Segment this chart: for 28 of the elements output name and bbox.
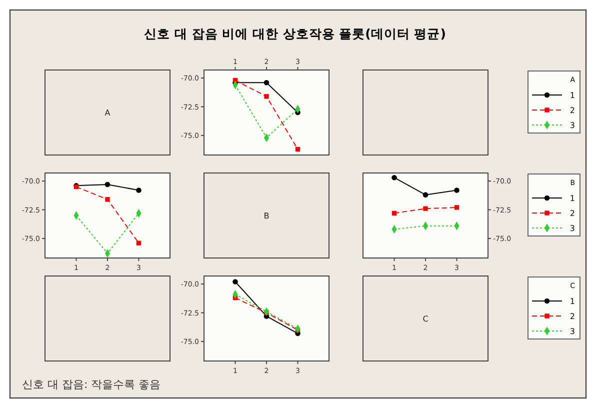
legend-label: 2 (570, 209, 575, 218)
text: A (104, 108, 111, 118)
point (105, 197, 110, 202)
point (392, 210, 397, 216)
legend-label: 1 (570, 194, 575, 203)
legend-label: 1 (570, 91, 575, 100)
point (295, 146, 300, 152)
point (232, 279, 238, 284)
legend-label: 3 (570, 327, 575, 336)
point (392, 174, 397, 180)
legend-label: 2 (570, 312, 575, 321)
point (136, 188, 142, 193)
point (264, 80, 270, 86)
text: C (422, 314, 429, 324)
point (104, 182, 110, 188)
point (136, 240, 142, 246)
legend-label: 1 (570, 297, 575, 306)
point (264, 94, 269, 99)
legend-label: 3 (570, 224, 575, 233)
text: B (264, 212, 270, 220)
legend-label: 2 (570, 106, 575, 115)
point (454, 205, 460, 210)
text: 신호 대 잡음: 작을수록 좋음 (22, 378, 161, 391)
point (422, 192, 428, 198)
point (423, 206, 428, 211)
point (454, 188, 460, 193)
text: 신호 대 잡음 비에 대한 상호작용 플롯(데이터 평균) (144, 26, 446, 41)
legend-label: 3 (570, 121, 575, 130)
